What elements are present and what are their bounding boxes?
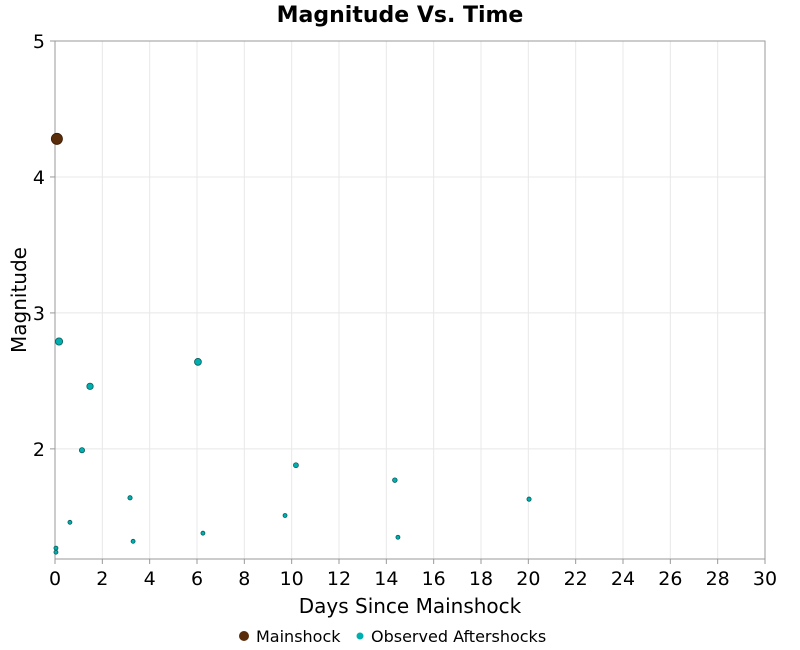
aftershock-point [392, 477, 398, 483]
x-tick-label: 20 [516, 568, 540, 590]
aftershock-point [293, 462, 299, 469]
x-tick-label: 2 [96, 568, 108, 590]
chart-title: Magnitude Vs. Time [277, 3, 524, 28]
y-tick-label: 2 [33, 439, 45, 461]
x-axis-label: Days Since Mainshock [299, 594, 522, 618]
x-tick-label: 30 [753, 568, 777, 590]
legend-marker-mainshock [239, 631, 249, 641]
aftershock-point [526, 496, 532, 502]
aftershock-point [127, 495, 133, 501]
x-tick-label: 4 [144, 568, 156, 590]
x-tick-label: 0 [49, 568, 61, 590]
x-tick-label: 18 [469, 568, 493, 590]
y-tick-label: 5 [33, 31, 45, 53]
y-tick-label: 4 [33, 167, 45, 189]
aftershock-point [54, 337, 64, 346]
aftershock-point [130, 538, 136, 544]
legend: Mainshock Observed Aftershocks [239, 627, 546, 646]
legend-marker-aftershocks [356, 632, 364, 640]
aftershock-point [282, 513, 288, 518]
x-tick-label: 10 [280, 568, 304, 590]
mainshock-point [50, 132, 63, 145]
legend-label-aftershocks: Observed Aftershocks [371, 627, 546, 646]
x-tick-label: 12 [327, 568, 351, 590]
aftershock-point [53, 549, 59, 555]
aftershock-point [86, 382, 94, 390]
plot-area [54, 40, 766, 560]
x-tick-label: 16 [422, 568, 446, 590]
x-tick-label: 6 [191, 568, 203, 590]
aftershock-point [78, 447, 85, 454]
x-tick-label: 28 [706, 568, 730, 590]
x-tick-label: 24 [611, 568, 635, 590]
legend-label-mainshock: Mainshock [256, 627, 341, 646]
aftershock-point [67, 519, 73, 525]
x-tick-label: 14 [374, 568, 398, 590]
y-axis-label: Magnitude [7, 247, 31, 353]
aftershock-point [53, 545, 59, 551]
aftershock-point [395, 534, 401, 540]
x-tick-label: 26 [658, 568, 682, 590]
aftershock-point [194, 358, 202, 366]
aftershock-point [200, 530, 206, 536]
y-tick-label: 3 [33, 303, 45, 325]
x-tick-label: 22 [564, 568, 588, 590]
x-tick-label: 8 [238, 568, 250, 590]
